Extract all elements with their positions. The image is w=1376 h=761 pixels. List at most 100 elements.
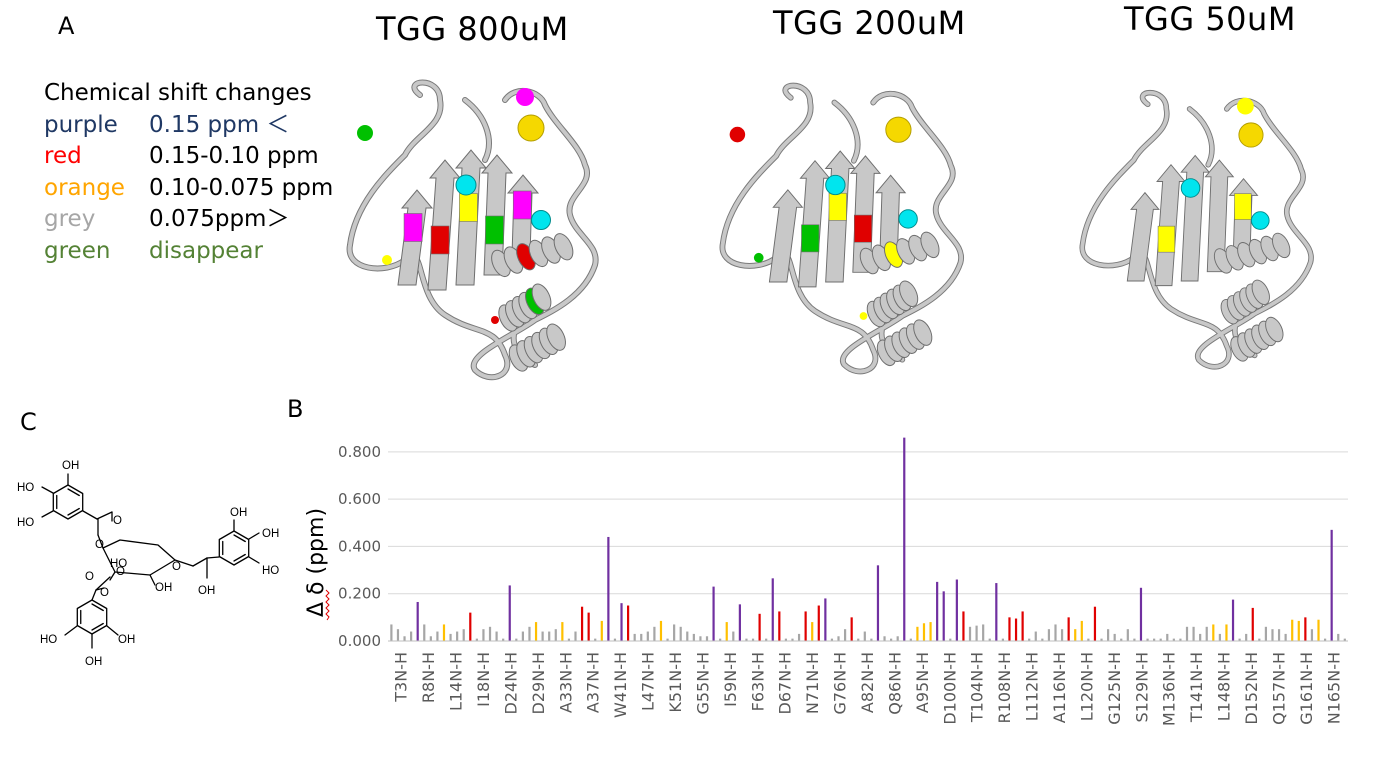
atom-label: HO bbox=[262, 565, 279, 577]
legend-row-orange: orange 0.10-0.075 ppm bbox=[44, 173, 333, 205]
legend-range-purple: 0.15 ppm ＜ bbox=[149, 111, 290, 138]
bar-grey bbox=[436, 631, 439, 641]
atom-label: OH bbox=[118, 634, 135, 646]
bar-grey bbox=[1120, 638, 1123, 641]
metal-ion-yellow bbox=[517, 114, 545, 142]
bar-red bbox=[580, 606, 584, 641]
bar-red bbox=[1021, 611, 1024, 641]
x-tick-label: T141N-H bbox=[1187, 652, 1206, 723]
x-tick-label: S129N-H bbox=[1132, 652, 1151, 722]
colored-residue-patch bbox=[1157, 225, 1176, 253]
bar-grey bbox=[679, 626, 682, 641]
bar-grey bbox=[784, 638, 788, 641]
bar-orange bbox=[1297, 620, 1300, 641]
bar-purple bbox=[607, 536, 610, 641]
x-tick-label: N165N-H bbox=[1324, 652, 1343, 724]
helix-turn bbox=[899, 280, 919, 308]
bar-grey bbox=[1185, 626, 1189, 641]
x-tick-label: A95N-H bbox=[913, 652, 932, 713]
bar-orange bbox=[1080, 620, 1083, 641]
legend-name-purple: purple bbox=[44, 111, 118, 138]
bar-grey bbox=[390, 624, 393, 641]
bar-grey bbox=[719, 638, 722, 641]
metal-ion-cyan bbox=[1250, 211, 1270, 230]
bar-grey bbox=[949, 638, 952, 641]
bar-grey bbox=[567, 638, 571, 641]
bar-grey bbox=[699, 636, 702, 641]
bar-orange bbox=[442, 624, 446, 641]
bar-grey bbox=[1100, 638, 1103, 641]
bar-red bbox=[1093, 606, 1097, 641]
bar-red bbox=[758, 613, 761, 641]
metal-ion-yellow bbox=[1238, 122, 1264, 148]
bar-red bbox=[1251, 607, 1254, 641]
legend-range-grey: 0.075ppm＞ bbox=[149, 206, 290, 232]
colored-residue-patch bbox=[403, 213, 423, 242]
bar-orange bbox=[659, 620, 663, 641]
atom-label: O bbox=[85, 571, 94, 583]
metal-ion-cyan bbox=[455, 174, 477, 196]
x-tick-label: D100N-H bbox=[940, 652, 959, 725]
bar-red bbox=[587, 612, 590, 641]
colored-residue-patch bbox=[1234, 193, 1252, 220]
atom-label: HO bbox=[17, 517, 34, 529]
legend-range-green: disappear bbox=[149, 237, 263, 264]
helix-turn bbox=[1272, 232, 1291, 259]
bar-purple bbox=[712, 586, 715, 641]
double-bond bbox=[91, 603, 104, 612]
x-tick-label: D67N-H bbox=[776, 652, 795, 714]
bond bbox=[82, 510, 98, 520]
bar-grey bbox=[883, 636, 886, 641]
bar-grey bbox=[456, 631, 459, 641]
protein-structure-1 bbox=[346, 79, 599, 381]
bar-grey bbox=[1343, 638, 1346, 641]
colored-loop-segment bbox=[753, 252, 764, 263]
x-tick-label: A116N-H bbox=[1050, 652, 1069, 723]
legend-name-grey: grey bbox=[44, 206, 96, 232]
x-tick-label: D24N-H bbox=[501, 652, 520, 714]
bar-grey bbox=[502, 638, 505, 641]
legend-row-green: green disappear bbox=[44, 236, 312, 268]
bar-red bbox=[1008, 617, 1011, 641]
bar-purple bbox=[876, 565, 880, 641]
bar-grey bbox=[1323, 638, 1327, 641]
bar-orange bbox=[600, 620, 603, 641]
bar-grey bbox=[594, 638, 597, 641]
beta-strand bbox=[1126, 191, 1160, 282]
bar-grey bbox=[1264, 626, 1268, 641]
bar-grey bbox=[1041, 638, 1044, 641]
x-tick-label: L148N-H bbox=[1215, 652, 1234, 721]
bar-grey bbox=[1153, 638, 1156, 641]
bar-grey bbox=[528, 626, 531, 641]
bar-grey bbox=[1199, 633, 1202, 641]
bar-grey bbox=[837, 636, 840, 641]
bar-grey bbox=[1047, 629, 1051, 641]
bar-grey bbox=[1271, 629, 1274, 641]
bar-grey bbox=[1310, 629, 1314, 641]
x-tick-label: N71N-H bbox=[803, 652, 822, 714]
bar-red bbox=[627, 605, 630, 641]
atom-label: HO bbox=[40, 634, 57, 646]
bar-grey bbox=[1060, 629, 1064, 641]
legend-range-orange: 0.10-0.075 ppm bbox=[149, 174, 334, 201]
bar-purple bbox=[620, 603, 623, 641]
bar-red bbox=[469, 612, 472, 641]
bar-orange bbox=[916, 626, 919, 641]
bar-grey bbox=[982, 624, 985, 641]
bar-orange bbox=[1212, 624, 1215, 641]
legend-row-grey: grey 0.075ppm＞ bbox=[44, 204, 312, 236]
spellcheck-underline bbox=[325, 589, 330, 621]
bond bbox=[41, 510, 54, 518]
double-bond bbox=[91, 622, 104, 631]
atom-label: HO bbox=[110, 558, 127, 570]
bar-red bbox=[817, 605, 820, 641]
bar-purple bbox=[1330, 529, 1333, 641]
metal-ion-cyan bbox=[898, 209, 918, 229]
bond bbox=[192, 557, 208, 567]
colored-loop-segment bbox=[1237, 97, 1254, 115]
x-tick-label: A37N-H bbox=[584, 652, 603, 713]
bar-red bbox=[778, 611, 781, 641]
bar-grey bbox=[410, 631, 413, 641]
bar-orange bbox=[1317, 619, 1320, 641]
